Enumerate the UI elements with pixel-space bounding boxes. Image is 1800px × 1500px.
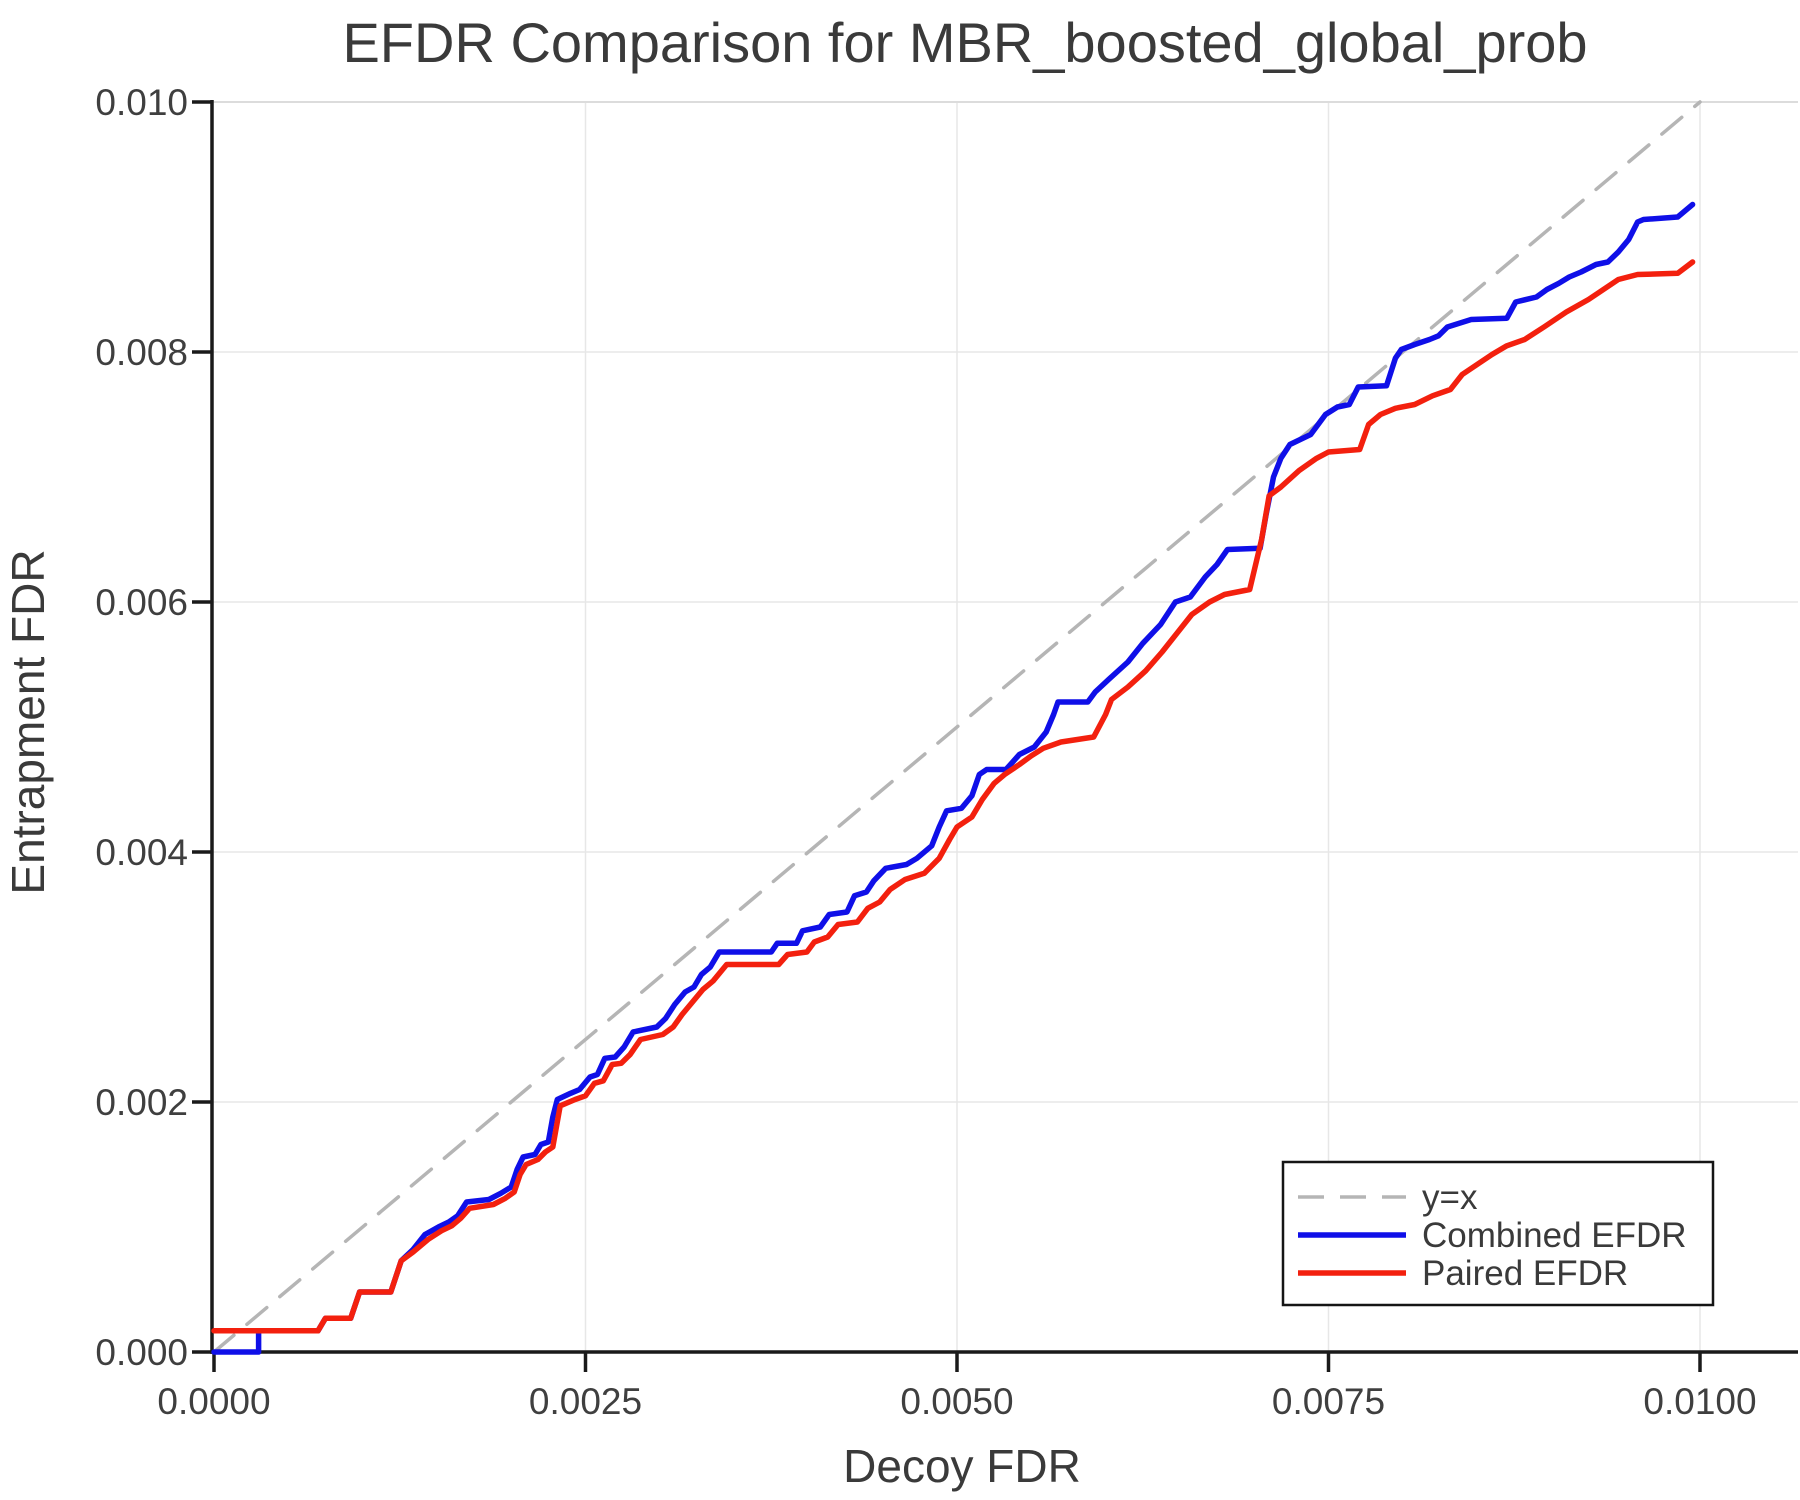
- identity-line: [212, 100, 1702, 1354]
- tick-labels: 0.0000 0.0025 0.0050 0.0075 0.0100 0.000 0.002…: [95, 82, 1756, 1422]
- y-tick-label: 0.010: [95, 82, 188, 123]
- y-tick-label: 0.000: [95, 1332, 188, 1373]
- x-axis-label: Decoy FDR: [843, 1440, 1081, 1492]
- legend-label-identity: y=x: [1422, 1178, 1478, 1217]
- y-tick-label: 0.004: [95, 832, 188, 873]
- legend-label-combined: Combined EFDR: [1422, 1216, 1687, 1255]
- legend-label-paired: Paired EFDR: [1422, 1254, 1628, 1293]
- data-series: [211, 100, 1702, 1355]
- y-axis-label: Entrapment FDR: [2, 549, 54, 894]
- y-tick-label: 0.002: [95, 1082, 188, 1123]
- x-tick-label: 0.0050: [900, 1381, 1013, 1422]
- combined-efdr-line: [211, 201, 1696, 1355]
- chart-title: EFDR Comparison for MBR_boosted_global_p…: [342, 11, 1587, 74]
- x-tick-label: 0.0000: [157, 1381, 270, 1422]
- tick-marks: [192, 100, 1702, 1372]
- y-tick-label: 0.006: [95, 582, 188, 623]
- x-tick-label: 0.0100: [1643, 1381, 1756, 1422]
- legend: y=x Combined EFDR Paired EFDR: [1281, 1160, 1715, 1307]
- x-tick-label: 0.0025: [529, 1381, 642, 1422]
- plot-area: [212, 102, 1798, 1352]
- x-tick-label: 0.0075: [1272, 1381, 1385, 1422]
- paired-efdr-line: [211, 259, 1696, 1334]
- y-tick-label: 0.008: [95, 332, 188, 373]
